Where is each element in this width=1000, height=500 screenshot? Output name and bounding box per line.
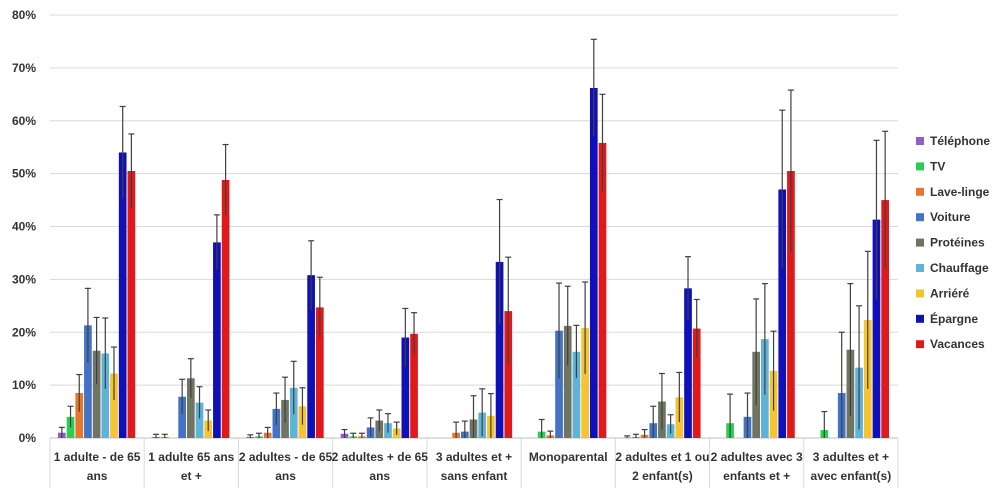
- x-tick-label: 1 adulte - de 65: [54, 450, 141, 464]
- bar-épargne: [684, 288, 692, 438]
- bar-épargne: [589, 87, 598, 438]
- error-bars: [58, 38, 889, 438]
- legend-label: Téléphone: [930, 134, 990, 148]
- bar-vacances: [127, 170, 136, 438]
- legend-label: Chauffage: [930, 261, 989, 275]
- y-tick-label: 20%: [12, 325, 36, 339]
- bar-vacances: [221, 179, 230, 438]
- y-tick-label: 80%: [12, 8, 36, 22]
- bar-vacances: [881, 200, 889, 438]
- x-tick-label: 2 adultes avec 3: [711, 450, 803, 464]
- bar-chauffage: [101, 353, 110, 438]
- y-tick-label: 60%: [12, 114, 36, 128]
- x-tick-label: 3 adultes et +: [813, 450, 889, 464]
- legend-marker: [916, 137, 924, 145]
- bar-voiture: [178, 396, 186, 438]
- y-tick-label: 40%: [12, 220, 36, 234]
- bar-vacances: [315, 307, 324, 438]
- y-axis: 0% 10% 20% 30% 40% 50% 60% 70% 80%: [12, 8, 36, 445]
- bar-arriéré: [110, 373, 118, 438]
- bar-protéines: [563, 325, 572, 438]
- x-tick-label: ans: [87, 469, 108, 483]
- bar-épargne: [401, 337, 410, 438]
- bar-épargne: [495, 261, 504, 438]
- bar-épargne: [872, 219, 881, 438]
- x-axis: 1 adulte - de 65 ans 1 adulte 65 ans et + 2 …: [49, 438, 899, 488]
- bar-épargne: [307, 275, 315, 438]
- bar-arriéré: [581, 328, 589, 438]
- x-tick-label: sans enfant: [441, 469, 508, 483]
- y-tick-label: 50%: [12, 167, 36, 181]
- x-tick-label: Monoparental: [529, 450, 608, 464]
- legend-marker: [916, 238, 924, 247]
- y-tick-label: 0%: [19, 431, 37, 445]
- x-tick-label: 2 adultes et 1 ou: [615, 450, 709, 464]
- x-tick-label: 1 adulte 65 ans: [148, 450, 234, 464]
- bar-vacances: [692, 328, 701, 438]
- bar-protéines: [92, 350, 101, 438]
- x-tick-label: 2 enfant(s): [632, 469, 693, 483]
- bar-vacances: [598, 142, 607, 438]
- x-tick-label: 3 adultes et +: [436, 450, 512, 464]
- legend: Téléphone TV Lave-linge Voiture Protéines Cha…: [916, 134, 990, 351]
- legend-label: TV: [930, 159, 945, 173]
- bar-chauffage: [195, 402, 204, 438]
- y-tick-label: 70%: [12, 61, 36, 75]
- legend-marker: [916, 162, 924, 171]
- bar-vacances: [504, 311, 513, 438]
- bar-voiture: [84, 325, 92, 438]
- legend-label: Épargne: [930, 311, 978, 326]
- x-tick-label: 2 adultes - de 65: [239, 450, 333, 464]
- legend-label: Voiture: [930, 210, 971, 224]
- bar-voiture: [555, 330, 563, 438]
- x-tick-label: ans: [369, 469, 390, 483]
- legend-label: Lave-linge: [930, 185, 990, 199]
- legend-marker: [916, 289, 924, 298]
- legend-marker: [916, 187, 924, 196]
- y-tick-label: 30%: [12, 272, 36, 286]
- y-tick-label: 10%: [12, 378, 36, 392]
- x-tick-label: et +: [181, 469, 202, 483]
- bar-lave-linge: [75, 393, 84, 438]
- bar-épargne: [213, 242, 221, 438]
- legend-label: Arriéré: [930, 286, 970, 300]
- bar-épargne: [118, 152, 127, 438]
- x-tick-label: 2 adultes + de 65: [332, 450, 429, 464]
- bar-épargne: [778, 189, 787, 438]
- bar-vacances: [410, 333, 418, 438]
- bar-vacances: [787, 170, 795, 438]
- x-tick-label: avec enfant(s): [811, 469, 892, 483]
- legend-marker: [916, 264, 924, 272]
- x-tick-label: enfants et +: [723, 469, 790, 483]
- bar-chauffage: [572, 351, 581, 438]
- legend-marker: [916, 340, 924, 349]
- legend-label: Protéines: [930, 236, 985, 250]
- legend-label: Vacances: [930, 337, 985, 351]
- bar-protéines: [186, 378, 195, 438]
- x-tick-label: ans: [275, 469, 296, 483]
- legend-marker: [916, 213, 924, 222]
- legend-marker: [916, 314, 924, 323]
